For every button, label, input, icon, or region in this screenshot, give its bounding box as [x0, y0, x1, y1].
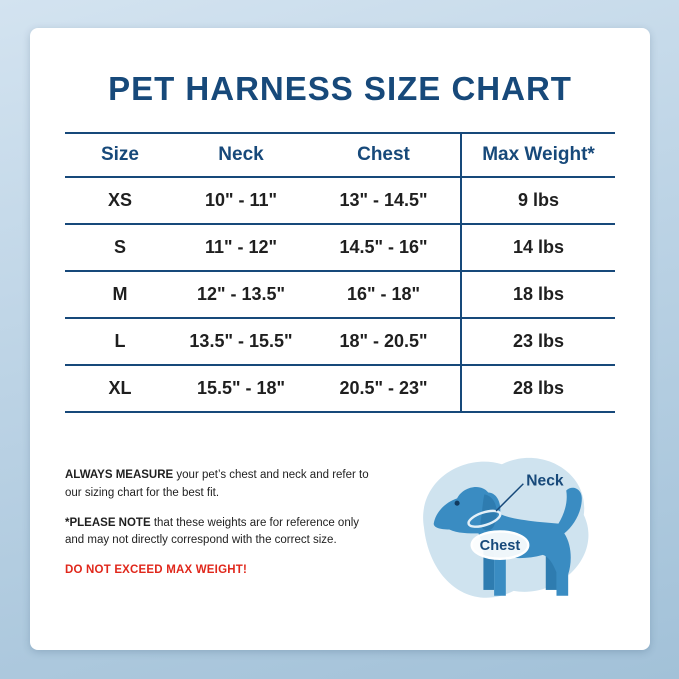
- notes-block: ALWAYS MEASURE your pet’s chest and neck…: [65, 467, 375, 592]
- dog-measurement-diagram-icon: Neck Chest: [423, 457, 589, 598]
- cell-size: M: [112, 284, 128, 304]
- cell-max-weight: 23 lbs: [460, 318, 615, 365]
- please-note: *PLEASE NOTE that these weights are for …: [65, 515, 369, 550]
- col-header-max-weight: Max Weight*: [460, 133, 615, 177]
- please-note-rest: that these weights are for reference onl…: [65, 516, 360, 547]
- cell-chest: 18" - 20.5": [339, 331, 428, 351]
- chest-label: Chest: [480, 538, 521, 554]
- cell-neck: 13.5" - 15.5": [189, 331, 293, 351]
- col-header-chest: Chest: [357, 144, 410, 165]
- cell-max-weight: 28 lbs: [460, 365, 615, 412]
- cell-chest: 13" - 14.5": [339, 190, 428, 210]
- max-weight-warning: DO NOT EXCEED MAX WEIGHT!: [65, 564, 247, 577]
- cell-neck: 15.5" - 18": [196, 378, 286, 398]
- size-chart-table: Size Neck Chest Max Weight* XS 10" - 11"…: [65, 132, 615, 413]
- footer-section: ALWAYS MEASURE your pet’s chest and neck…: [65, 435, 615, 625]
- cell-size: L: [114, 331, 126, 351]
- neck-measure-loop: [467, 509, 502, 528]
- cell-neck: 11" - 12": [204, 237, 278, 257]
- table-row-m: M 12" - 13.5" 16" - 18" 18 lbs: [65, 271, 615, 318]
- col-header-size: Size: [100, 144, 140, 165]
- cell-chest: 20.5" - 23": [339, 378, 428, 398]
- table-row-xs: XS 10" - 11" 13" - 14.5" 9 lbs: [65, 177, 615, 224]
- cell-chest: 16" - 18": [346, 284, 421, 304]
- dog-eye: [454, 500, 460, 506]
- cell-max-weight: 9 lbs: [460, 177, 615, 224]
- cell-size: S: [113, 237, 126, 257]
- table-row-xl: XL 15.5" - 18" 20.5" - 23" 28 lbs: [65, 365, 615, 412]
- measure-note-rest: your pet’s chest and neck and refer to o…: [65, 469, 369, 499]
- cell-chest: 14.5" - 16": [339, 237, 428, 257]
- table-header-row: Size Neck Chest Max Weight*: [65, 133, 615, 177]
- cell-neck: 10" - 11": [204, 190, 278, 210]
- cell-size: XL: [108, 378, 132, 398]
- size-chart-card: PET HARNESS SIZE CHART Size Neck Chest M…: [30, 28, 650, 650]
- please-note-bold: *PLEASE NOTE: [65, 516, 151, 529]
- cell-max-weight: 14 lbs: [460, 224, 615, 271]
- cell-max-weight: 18 lbs: [460, 271, 615, 318]
- dog-illustration: Neck Chest: [383, 435, 615, 625]
- dog-far-hind-leg: [545, 544, 557, 590]
- neck-pointer-line: [495, 483, 524, 512]
- col-header-neck: Neck: [218, 144, 264, 165]
- measure-note: ALWAYS MEASURE your pet’s chest and neck…: [65, 467, 369, 502]
- table-row-l: L 13.5" - 15.5" 18" - 20.5" 23 lbs: [65, 318, 615, 365]
- page-title: PET HARNESS SIZE CHART: [108, 70, 572, 107]
- cell-neck: 12" - 13.5": [196, 284, 286, 304]
- chest-measure-band: [470, 530, 530, 560]
- table-row-s: S 11" - 12" 14.5" - 16" 14 lbs: [65, 224, 615, 271]
- dog-far-front-leg: [483, 544, 495, 590]
- neck-label: Neck: [526, 473, 564, 490]
- cell-size: XS: [107, 190, 132, 210]
- measure-note-bold: ALWAYS MEASURE: [65, 469, 174, 482]
